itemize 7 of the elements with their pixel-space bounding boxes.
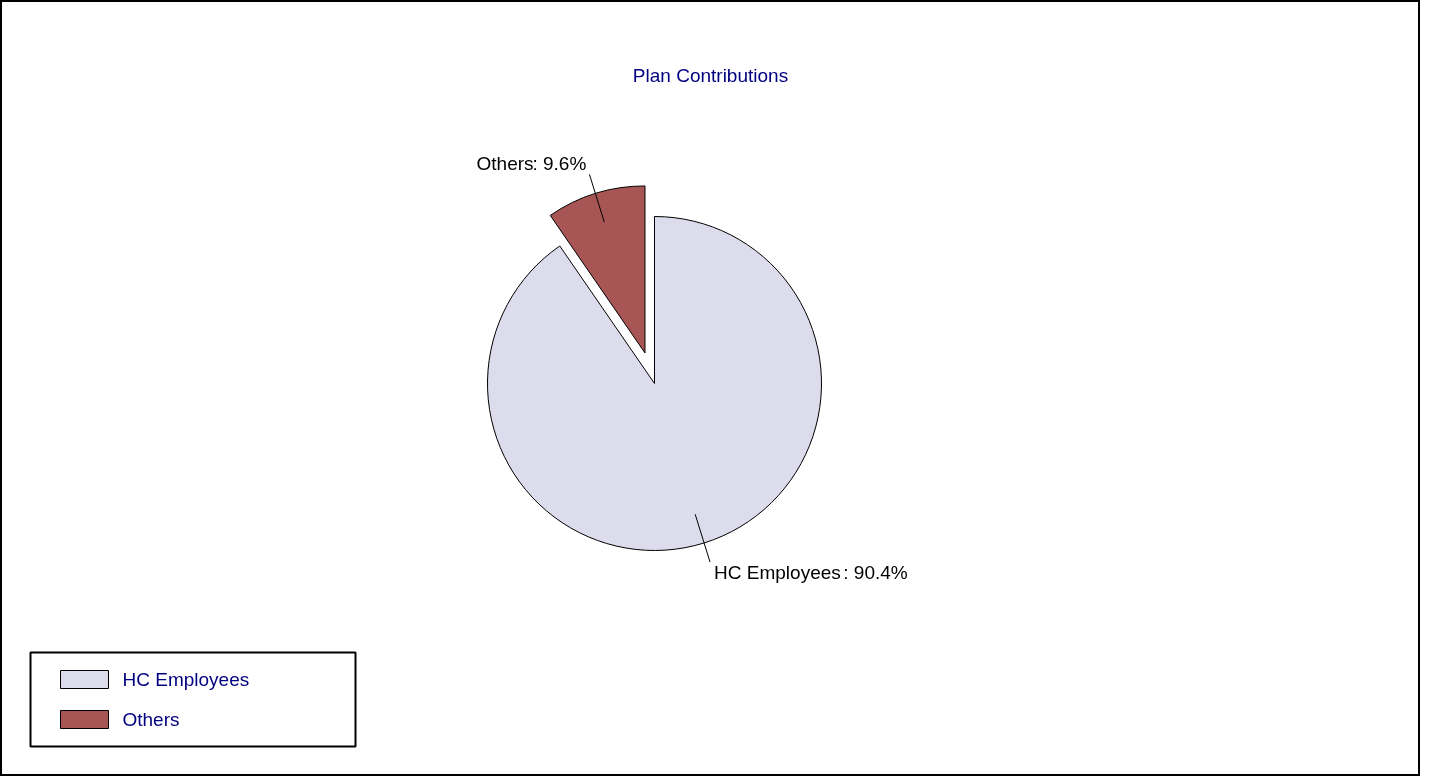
chart-title: Plan Contributions: [632, 65, 789, 86]
slice-label: HC Employees: [714, 562, 841, 584]
legend-label: Others: [122, 709, 180, 730]
data-label: : 9.6%: [532, 153, 587, 175]
legend-label: HC Employees: [122, 669, 250, 690]
data-label: : 90.4%: [843, 562, 908, 584]
slice-label: Others: [476, 153, 534, 175]
